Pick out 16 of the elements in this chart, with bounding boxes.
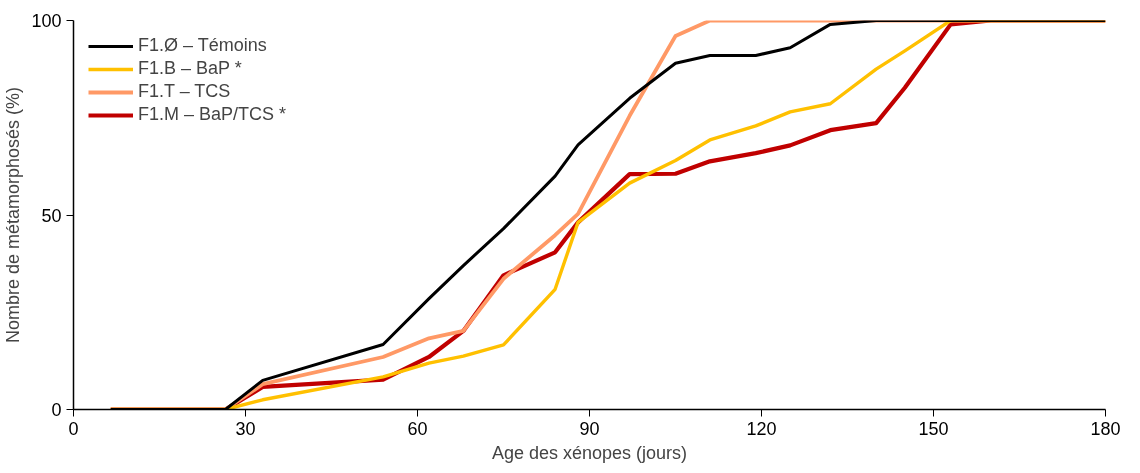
x-tick-label: 90	[579, 418, 600, 439]
legend-label: F1.T – TCS	[138, 81, 231, 102]
x-tick-label: 0	[68, 418, 79, 439]
legend-label: F1.Ø – Témoins	[138, 35, 267, 56]
x-tick-label: 120	[746, 418, 777, 439]
y-axis-title: Nombre de métamorphosés (%)	[3, 86, 24, 344]
y-tick-label: 50	[41, 205, 62, 226]
y-tick-label: 100	[31, 11, 62, 31]
x-tick-label: 150	[918, 418, 949, 439]
x-tick-label: 30	[235, 418, 256, 439]
x-tick-label: 180	[1090, 418, 1121, 439]
legend-label: F1.M – BaP/TCS *	[138, 104, 287, 125]
legend-label: F1.B – BaP *	[138, 58, 242, 79]
x-axis-title: Age des xénopes (jours)	[491, 442, 688, 463]
y-tick-label: 0	[51, 400, 62, 420]
x-tick-label: 60	[407, 418, 428, 439]
